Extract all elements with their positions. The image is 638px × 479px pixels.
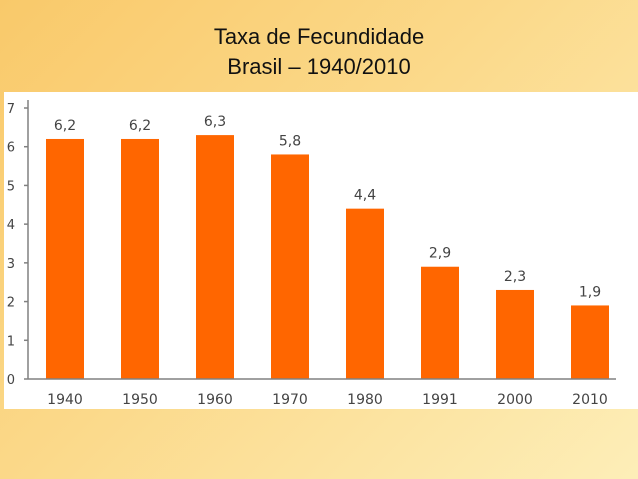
- bar: [271, 154, 309, 379]
- slide-title-block: Taxa de Fecundidade Brasil – 1940/2010: [0, 22, 638, 82]
- bar: [496, 289, 534, 379]
- y-tick-label: 7: [7, 102, 15, 117]
- bar-value-label: 5,8: [279, 133, 301, 149]
- y-tick-label: 1: [7, 334, 15, 349]
- y-tick-label: 2: [7, 296, 15, 311]
- bar: [196, 135, 234, 379]
- value-labels: 6,2 6,2 6,3 5,8 4,4 2,9 2,3 1,9: [54, 114, 601, 300]
- x-tick-label: 1940: [47, 392, 83, 408]
- bar: [46, 138, 84, 379]
- x-axis-labels: 1940 1950 1960 1970 1980 1991 2000 2010: [47, 392, 608, 408]
- x-tick-label: 1970: [272, 392, 308, 408]
- slide-subtitle: Brasil – 1940/2010: [227, 54, 411, 79]
- y-tick-label: 0: [7, 373, 15, 388]
- x-tick-label: 2010: [572, 392, 608, 408]
- y-axis-ticks: 0 1 2 3 4 5 6 7: [7, 102, 28, 388]
- bar-value-label: 6,2: [129, 118, 151, 134]
- y-tick-label: 6: [7, 141, 15, 156]
- bar-value-label: 2,3: [504, 269, 526, 285]
- y-tick-label: 5: [7, 179, 15, 194]
- bar-value-label: 6,3: [204, 114, 226, 130]
- bar-value-label: 6,2: [54, 118, 76, 134]
- slide-title: Taxa de Fecundidade: [213, 24, 425, 49]
- x-tick-label: 1991: [422, 392, 458, 408]
- bar: [571, 305, 609, 379]
- bar-value-label: 4,4: [354, 188, 376, 204]
- y-tick-label: 4: [7, 218, 15, 233]
- bar: [346, 208, 384, 379]
- bar: [421, 266, 459, 379]
- x-tick-label: 1960: [197, 392, 233, 408]
- bar-value-label: 1,9: [579, 284, 601, 300]
- x-tick-label: 2000: [497, 392, 533, 408]
- x-tick-label: 1980: [347, 392, 383, 408]
- bar: [121, 138, 159, 379]
- bar-value-label: 2,9: [429, 246, 451, 262]
- x-tick-label: 1950: [122, 392, 158, 408]
- y-tick-label: 3: [7, 257, 15, 272]
- bars: [46, 135, 609, 379]
